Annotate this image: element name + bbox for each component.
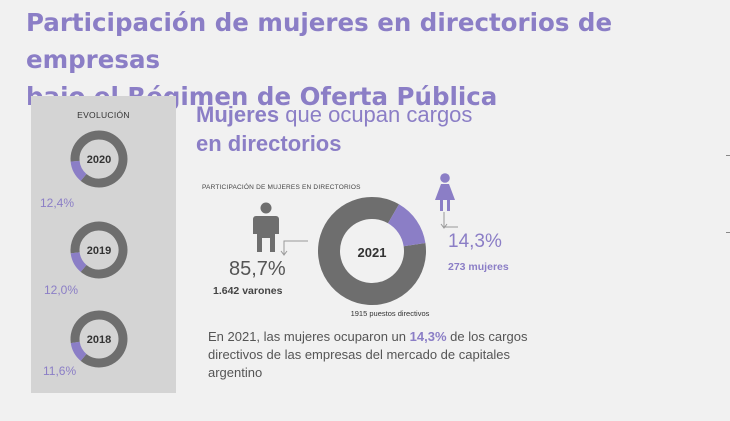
donut-2019-year: 2019 (87, 245, 111, 257)
total-positions: 1915 puestos directivos (350, 309, 430, 318)
men-count: 1.642 varones (213, 285, 283, 297)
donut-2018-year: 2018 (87, 334, 111, 346)
main-donut-slice-varones (318, 197, 426, 305)
section-heading: Mujeres que ocupan cargos en directorios (196, 100, 472, 158)
man-icon (253, 202, 279, 252)
heading-light: que ocupan cargos (279, 102, 473, 127)
main-donut-ring (318, 197, 426, 305)
main-donut-year: 2021 (358, 245, 387, 260)
arrow-icon (280, 240, 308, 256)
evolution-label: EVOLUCIÓN (77, 110, 130, 120)
main-donut: 2021 (318, 197, 426, 305)
donut-2020-slice-varones (70, 130, 128, 188)
donut-2019-ring (70, 221, 128, 279)
donut-2019: 2019 (70, 221, 128, 279)
donut-2020: 2020 (70, 130, 128, 188)
pct-2020: 12,4% (40, 196, 75, 210)
summary-text: En 2021, las mujeres ocuparon un 14,3% d… (208, 328, 538, 382)
edge-mark (726, 155, 730, 156)
donut-2018-slice-varones (70, 310, 128, 368)
donut-2020-slice-mujeres (70, 160, 87, 181)
woman-icon (435, 173, 455, 211)
main-donut-slice-mujeres (387, 204, 426, 247)
pct-2019: 12,0% (44, 283, 79, 297)
title-line-1: Participación de mujeres en directorios … (26, 8, 613, 74)
summary-pre: En 2021, las mujeres ocuparon un (208, 329, 410, 344)
arrow-icon (440, 212, 458, 229)
summary-highlight: 14,3% (409, 329, 447, 344)
heading-bold-1: Mujeres (196, 102, 280, 127)
pct-2018: 11,6% (43, 364, 77, 378)
donut-2020-ring (70, 130, 128, 188)
women-count: 273 mujeres (448, 261, 509, 273)
summary-post: de los cargos directivos de las empresas… (208, 329, 528, 380)
edge-mark (726, 232, 730, 233)
donut-2018-slice-mujeres (70, 341, 87, 361)
donut-2019-slice-varones (70, 221, 128, 279)
donut-2019-slice-mujeres (70, 251, 87, 272)
donut-2018: 2018 (70, 310, 128, 368)
women-percentage: 14,3% (448, 231, 502, 252)
evolution-panel: EVOLUCIÓN (31, 96, 176, 393)
donut-2018-ring (70, 310, 128, 368)
heading-bold-2: en directorios (196, 131, 342, 156)
chart-caption: PARTICIPACIÓN DE MUJERES EN DIRECTORIOS (202, 184, 361, 191)
donut-2020-year: 2020 (87, 154, 111, 166)
page-title: Participación de mujeres en directorios … (26, 4, 726, 115)
men-percentage: 85,7% (229, 258, 286, 280)
